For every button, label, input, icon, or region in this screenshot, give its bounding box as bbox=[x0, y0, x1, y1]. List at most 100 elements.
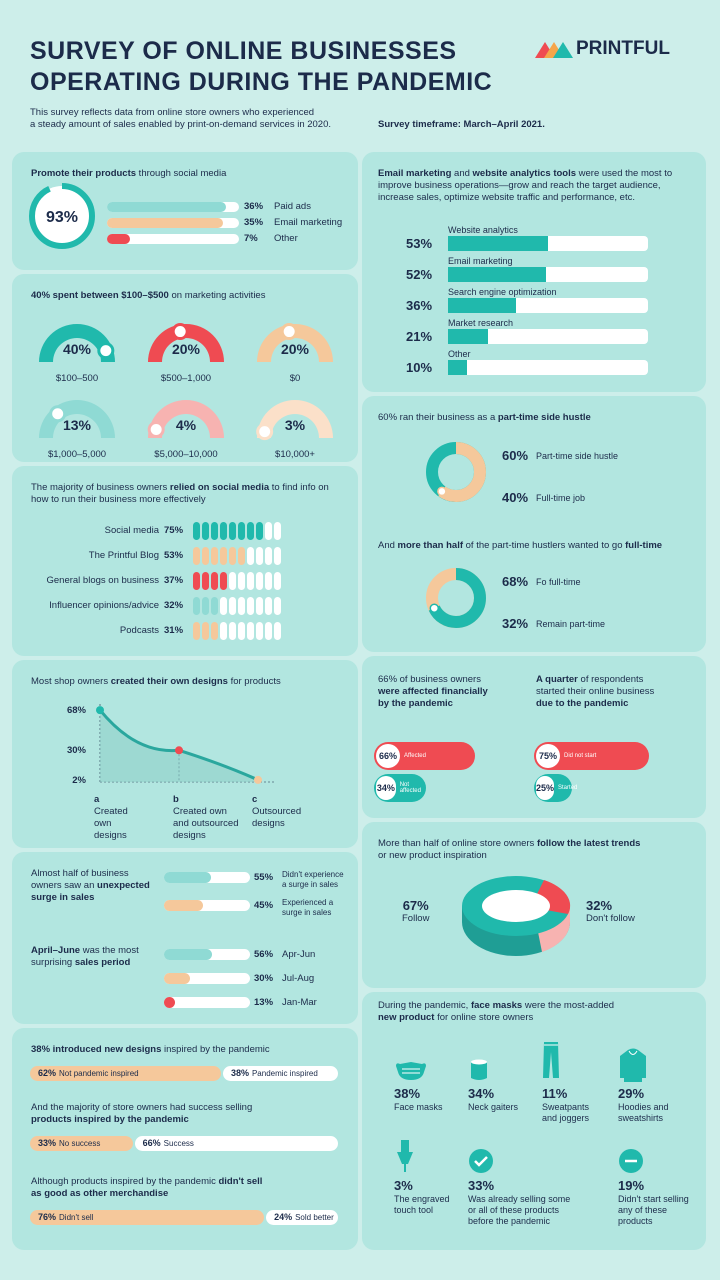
hustle-q2-pre: And bbox=[378, 540, 398, 551]
info-dot bbox=[202, 547, 209, 565]
tools-pct: 21% bbox=[406, 329, 433, 344]
x-line1: Outsourced bbox=[252, 806, 302, 817]
split-right-pct: 24% bbox=[274, 1212, 293, 1222]
donut-knob bbox=[429, 603, 440, 613]
surge-card: Almost half of business owners saw an un… bbox=[12, 852, 358, 1024]
period-bar-fill bbox=[164, 973, 190, 984]
surge-q1-line1: Almost half of business bbox=[31, 868, 129, 879]
hustle-label: Part-time side hustle bbox=[536, 451, 619, 461]
period-bar-track bbox=[164, 997, 250, 1008]
financial-l-line1: 66% of business owners bbox=[378, 674, 481, 685]
tools-bar-track bbox=[448, 298, 648, 313]
info-dot bbox=[202, 522, 209, 540]
info-dot bbox=[238, 622, 245, 640]
period-bar-track bbox=[164, 949, 250, 960]
info-dot bbox=[274, 572, 281, 590]
info-dots bbox=[193, 622, 283, 640]
info-dot bbox=[274, 622, 281, 640]
info-dot bbox=[220, 622, 227, 640]
info-dot bbox=[256, 522, 263, 540]
title-line-1: SURVEY OF ONLINE BUSINESSES bbox=[30, 37, 457, 65]
x-line1: Created bbox=[94, 806, 128, 817]
data-point bbox=[254, 775, 262, 784]
info-pct: 75% bbox=[164, 525, 184, 536]
mask-label-l3: before the pandemic bbox=[468, 1216, 551, 1226]
info-dot bbox=[220, 547, 227, 565]
info-dot bbox=[274, 547, 281, 565]
info-dot bbox=[193, 547, 200, 565]
tools-title-rest: were used the most to bbox=[576, 168, 673, 179]
tools-bar-fill bbox=[448, 329, 488, 344]
financial-right-title: A quarter of respondents started their o… bbox=[536, 674, 654, 710]
newdesigns-q3: Although products inspired by the pandem… bbox=[31, 1176, 262, 1200]
info-dot bbox=[238, 597, 245, 615]
tools-pct: 53% bbox=[406, 236, 433, 251]
hustle-donut-1 bbox=[426, 442, 486, 502]
split-left-label: Not pandemic inspired bbox=[59, 1069, 139, 1078]
promote-card: Promote their products through social me… bbox=[12, 152, 358, 270]
surge-bar-fill bbox=[164, 900, 203, 911]
tools-title-line2: improve business operations—grow and rea… bbox=[378, 180, 661, 191]
split-left-pct: 76% bbox=[38, 1212, 57, 1222]
masks-title-line2-rest: for online store owners bbox=[434, 1012, 534, 1023]
financial-l-line3: by the pandemic bbox=[378, 698, 453, 709]
spend-gauge bbox=[39, 400, 115, 438]
info-dots bbox=[193, 547, 283, 565]
tools-title-mid: and bbox=[451, 168, 473, 179]
mask-label: Was already selling some or all of these … bbox=[468, 1194, 578, 1227]
surge-bar-track bbox=[164, 900, 250, 911]
spend-label: $500–1,000 bbox=[160, 373, 212, 384]
split-right-pct: 66% bbox=[142, 1138, 161, 1148]
hustle-donut-2 bbox=[426, 568, 486, 628]
surge-q2-line1-rest: was the most bbox=[80, 945, 139, 956]
info-dot bbox=[256, 597, 263, 615]
trends-right: 32% Don't follow bbox=[586, 898, 635, 925]
info-dot bbox=[211, 572, 218, 590]
mask-label: Sweatpants and joggers bbox=[542, 1102, 652, 1124]
hustle-q2-mid: of the part-time hustlers wanted to go bbox=[463, 540, 626, 551]
x-letter: c bbox=[252, 794, 258, 805]
mask-label-l1: Neck gaiters bbox=[468, 1102, 519, 1112]
gauge-knob bbox=[49, 405, 67, 423]
trends-right-pct: 32% bbox=[586, 898, 613, 913]
masks-title-pre: During the pandemic, bbox=[378, 1000, 471, 1011]
minus-icon bbox=[618, 1134, 678, 1174]
engraved-touch-tool-icon bbox=[394, 1134, 454, 1174]
donut-main bbox=[426, 442, 486, 502]
tools-title-bold2: website analytics tools bbox=[472, 168, 577, 179]
newdesigns-q1: 38% introduced new designs inspired by t… bbox=[31, 1044, 270, 1056]
gauge-arc bbox=[257, 324, 333, 362]
period-bar-fill bbox=[164, 997, 176, 1008]
financial-r-line2: started their online business bbox=[536, 686, 655, 697]
split-bar-right: 38% Pandemic inspired bbox=[222, 1066, 338, 1081]
surge-question-1: Almost half of business owners saw an un… bbox=[31, 868, 150, 904]
spend-gauge bbox=[147, 400, 224, 439]
spend-gauge bbox=[39, 324, 115, 362]
spend-gauge bbox=[256, 400, 333, 441]
info-dot bbox=[256, 547, 263, 565]
hoodie-icon bbox=[618, 1042, 678, 1082]
split-right-label: Success bbox=[163, 1139, 194, 1148]
period-label: Jul-Aug bbox=[282, 973, 315, 984]
split-bar-left: 76% Didn't sell bbox=[30, 1210, 265, 1225]
x-line3: designs bbox=[173, 830, 206, 841]
masks-title-rest: were the most-added bbox=[522, 1000, 615, 1011]
split-left-label: No success bbox=[59, 1139, 101, 1148]
info-dots bbox=[193, 522, 283, 540]
newdesigns-q1-bold: 38% introduced new designs bbox=[31, 1044, 162, 1055]
designs-title: Most shop owners created their own desig… bbox=[31, 676, 281, 688]
hustle-pct: 60% bbox=[502, 448, 529, 463]
promote-bar-fill bbox=[107, 218, 223, 228]
tools-bar-track bbox=[448, 236, 648, 251]
hustle-pct: 32% bbox=[502, 616, 529, 631]
hustle-q2: And more than half of the part-time hust… bbox=[378, 540, 662, 552]
info-label: Podcasts bbox=[119, 625, 159, 636]
mask-label-l1: Was already selling some bbox=[468, 1194, 571, 1204]
x-category-label: a Created own designs bbox=[94, 794, 174, 842]
info-title-pre: The majority of business owners bbox=[31, 482, 170, 493]
check-icon bbox=[468, 1134, 528, 1174]
newdesigns-q2-line2: products inspired by the pandemic bbox=[31, 1114, 189, 1125]
gauge-knob bbox=[97, 342, 115, 360]
mask-label-l1: Hoodies and bbox=[618, 1102, 669, 1112]
info-dot bbox=[265, 572, 272, 590]
